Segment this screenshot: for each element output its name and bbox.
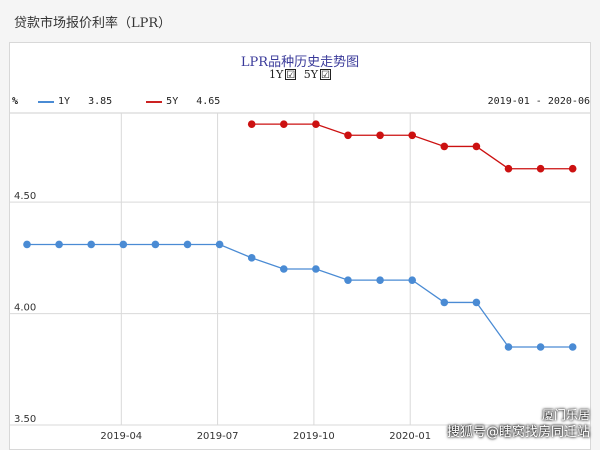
y-unit-label: % xyxy=(12,96,19,107)
y-tick-label: 3.50 xyxy=(14,414,36,425)
x-tick-label: 2019-04 xyxy=(100,431,142,442)
data-point-5y xyxy=(568,164,577,173)
chart-title: LPR品种历史走势图 xyxy=(240,55,360,70)
data-point-5y xyxy=(376,131,384,140)
toggle-5y-label: 5Y xyxy=(303,68,319,81)
legend-item-5y[interactable]: 5Y 4.65 xyxy=(146,96,220,107)
data-point-5y xyxy=(280,120,288,128)
data-point-5y xyxy=(504,164,513,173)
data-point-1y xyxy=(183,240,192,249)
data-point-1y xyxy=(87,240,95,249)
series-toggles: 1Y ☑ 5Y ☑ xyxy=(0,68,600,81)
data-point-5y xyxy=(344,131,352,140)
y-tick-label: 4.50 xyxy=(14,191,36,202)
toggle-1y[interactable]: 1Y ☑ xyxy=(268,68,297,81)
legend-name-5y: 5Y xyxy=(166,96,179,107)
x-tick-label: 2020-01 xyxy=(389,431,431,442)
legend-line-5y-icon xyxy=(146,100,163,103)
data-point-1y xyxy=(504,343,513,351)
legend-name-1y: 1Y xyxy=(58,96,71,107)
chart-panel xyxy=(9,42,591,450)
series-line-1y xyxy=(27,243,573,348)
legend-value-1y: 3.85 xyxy=(88,96,113,107)
legend-item-1y[interactable]: 1Y 3.85 xyxy=(38,96,112,107)
data-point-5y xyxy=(440,142,449,151)
data-point-5y xyxy=(408,131,417,140)
data-point-1y xyxy=(280,265,288,273)
y-tick-label: 4.00 xyxy=(14,303,36,314)
watermark-source: 搜狐号@瞎窝找房同迁站 xyxy=(446,425,590,440)
checkbox-5y-icon[interactable]: ☑ xyxy=(320,69,332,81)
data-point-5y xyxy=(536,164,545,173)
data-point-1y xyxy=(376,276,384,284)
data-point-1y xyxy=(344,276,352,284)
x-tick-label: 2019-10 xyxy=(293,431,335,442)
watermark-brand: 厦门乐居 xyxy=(541,408,590,422)
data-point-1y xyxy=(215,240,224,249)
legend-value-5y: 4.65 xyxy=(196,96,221,107)
watermark: 厦门乐居 搜狐号@瞎窝找房同迁站 xyxy=(447,406,590,442)
date-range: 2019-01 - 2020-06 xyxy=(487,96,590,107)
data-point-1y xyxy=(472,298,481,307)
data-point-5y xyxy=(247,120,256,128)
data-point-5y xyxy=(312,120,320,128)
data-point-1y xyxy=(151,240,160,249)
data-point-1y xyxy=(568,343,577,351)
series-line-5y xyxy=(251,123,573,170)
data-point-1y xyxy=(408,276,417,284)
toggle-5y[interactable]: 5Y ☑ xyxy=(303,68,332,81)
data-point-1y xyxy=(23,240,31,249)
toggle-1y-label: 1Y xyxy=(268,68,284,81)
data-point-1y xyxy=(440,298,449,307)
data-point-5y xyxy=(472,142,481,151)
data-point-1y xyxy=(312,265,320,273)
data-point-1y xyxy=(55,240,63,249)
data-point-1y xyxy=(119,240,128,249)
legend-line-1y-icon xyxy=(38,100,55,103)
data-point-1y xyxy=(536,343,545,351)
x-tick-label: 2019-07 xyxy=(197,431,239,442)
checkbox-1y-icon[interactable]: ☑ xyxy=(285,69,297,81)
legend: % 1Y 3.85 5Y 4.65 xyxy=(12,96,254,107)
page-title: 贷款市场报价利率（LPR） xyxy=(14,16,172,31)
data-point-1y xyxy=(247,254,256,262)
